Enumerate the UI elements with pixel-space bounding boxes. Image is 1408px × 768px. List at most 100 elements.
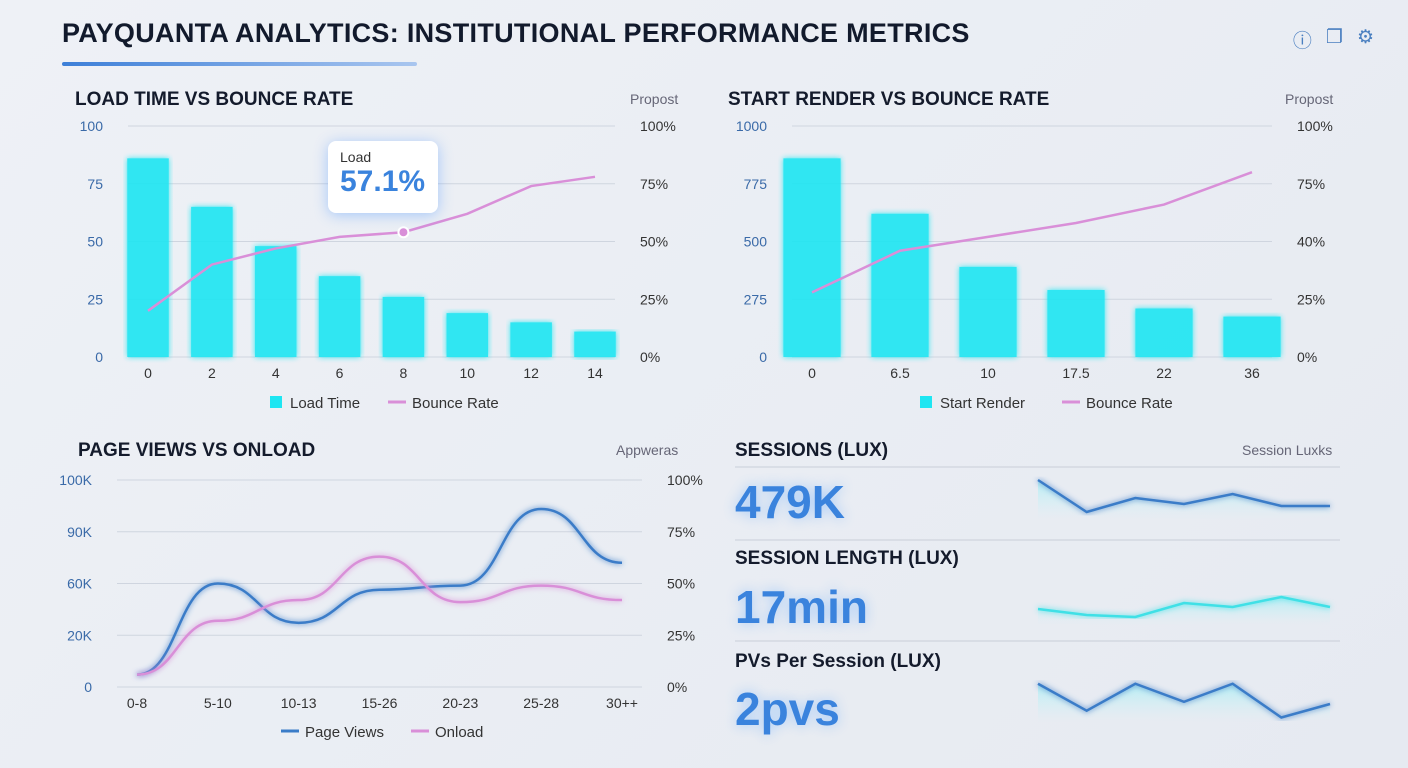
y2-tick-label: 100% <box>640 118 676 134</box>
y2-tick-label: 100% <box>1297 118 1333 134</box>
x-tick-label: 2 <box>208 365 216 381</box>
y2-tick-label: 75% <box>640 176 668 192</box>
y-tick-label: 275 <box>744 291 768 307</box>
bounce-rate-line <box>811 171 1253 294</box>
y-tick-label: 20K <box>67 627 93 643</box>
x-tick-label: 30++ <box>606 695 638 711</box>
x-tick-label: 0 <box>144 365 152 381</box>
y-tick-label: 0 <box>84 679 92 695</box>
tooltip-label: Load <box>340 149 372 165</box>
bar <box>574 331 616 357</box>
x-tick-label: 8 <box>400 365 408 381</box>
bar <box>959 266 1017 357</box>
tooltip-point <box>397 226 410 239</box>
sparkline <box>1037 682 1331 719</box>
y-tick-label: 0 <box>95 349 103 365</box>
kpi-link[interactable]: Session Luxks <box>1242 442 1333 458</box>
legend-label: Load Time <box>290 395 360 412</box>
kpi-sessions-label: SESSIONS (LUX) <box>735 440 889 461</box>
chart2-title: START RENDER VS BOUNCE RATE <box>728 89 1050 110</box>
x-tick-label: 5-10 <box>204 695 232 711</box>
help-icon[interactable]: ⓘ <box>1292 31 1312 52</box>
y2-tick-label: 50% <box>640 234 668 250</box>
sparkline-area <box>1038 597 1330 625</box>
x-tick-label: 22 <box>1156 365 1172 381</box>
x-tick-label: 17.5 <box>1062 365 1089 381</box>
page-title: PAYQUANTA ANALYTICS: INSTITUTIONAL PERFO… <box>62 18 970 48</box>
y2-tick-label: 75% <box>667 524 695 540</box>
sparkline <box>1037 595 1331 619</box>
y-tick-label: 100K <box>59 472 92 488</box>
x-tick-label: 6 <box>336 365 344 381</box>
bounce-rate-line <box>147 175 596 312</box>
y-tick-label: 75 <box>87 176 103 192</box>
x-tick-label: 25-28 <box>523 695 559 711</box>
chart3-title: PAGE VIEWS VS ONLOAD <box>78 440 316 461</box>
bar <box>191 206 233 357</box>
chart1-title: LOAD TIME VS BOUNCE RATE <box>75 89 354 110</box>
bar <box>510 322 552 357</box>
chart2-link[interactable]: Propost <box>1285 91 1334 107</box>
legend-label: Bounce Rate <box>1086 395 1173 412</box>
x-tick-label: 14 <box>587 365 603 381</box>
x-tick-label: 10 <box>980 365 996 381</box>
bar <box>1223 316 1281 357</box>
legend-swatch <box>920 396 932 408</box>
page-views-line <box>136 507 623 676</box>
x-tick-label: 0 <box>808 365 816 381</box>
legend-label: Onload <box>435 724 483 741</box>
onload-line <box>136 555 623 676</box>
y-tick-label: 90K <box>67 524 93 540</box>
kpi-length-label: SESSION LENGTH (LUX) <box>735 548 959 569</box>
legend-swatch <box>270 396 282 408</box>
bar <box>871 213 929 357</box>
bar <box>254 246 297 357</box>
legend-label: Start Render <box>940 395 1025 412</box>
kpi-pvs-value: 2pvs <box>735 683 840 735</box>
y2-tick-label: 25% <box>1297 291 1325 307</box>
bar <box>318 276 361 357</box>
gear-icon[interactable]: ⚙ <box>1356 27 1374 48</box>
y-tick-label: 775 <box>744 176 768 192</box>
title-underline <box>62 62 417 66</box>
kpi-length-value: 17min <box>735 581 868 633</box>
y-tick-label: 1000 <box>736 118 767 134</box>
bar <box>783 158 841 357</box>
x-tick-label: 0-8 <box>127 695 147 711</box>
copy-icon[interactable]: ❐ <box>1325 27 1343 48</box>
tooltip-value: 57.1% <box>340 165 426 198</box>
y-tick-label: 100 <box>80 118 104 134</box>
x-tick-label: 15-26 <box>362 695 398 711</box>
y-tick-label: 25 <box>87 291 103 307</box>
sparkline-area <box>1038 480 1330 520</box>
x-tick-label: 10 <box>459 365 475 381</box>
x-tick-label: 6.5 <box>890 365 910 381</box>
y2-tick-label: 25% <box>640 291 668 307</box>
chart3-link[interactable]: Appweras <box>616 442 679 458</box>
y2-tick-label: 40% <box>1297 234 1325 250</box>
y2-tick-label: 75% <box>1297 176 1325 192</box>
legend-label: Bounce Rate <box>412 395 499 412</box>
chart1-link[interactable]: Propost <box>630 91 679 107</box>
bar <box>1047 290 1105 357</box>
bar <box>382 296 425 357</box>
sparkline <box>1037 478 1330 514</box>
y-tick-label: 0 <box>759 349 767 365</box>
y2-tick-label: 25% <box>667 627 695 643</box>
tooltip: Load 57.1% <box>328 141 438 213</box>
kpi-pvs-label: PVs Per Session (LUX) <box>735 651 941 672</box>
y2-tick-label: 0% <box>667 679 687 695</box>
y-tick-label: 500 <box>744 234 768 250</box>
y2-tick-label: 0% <box>640 349 660 365</box>
bar <box>1135 308 1193 357</box>
x-tick-label: 12 <box>523 365 539 381</box>
x-tick-label: 10-13 <box>281 695 317 711</box>
legend-label: Page Views <box>305 724 384 741</box>
x-tick-label: 20-23 <box>442 695 478 711</box>
kpi-sessions-value: 479K <box>735 476 845 528</box>
x-tick-label: 4 <box>272 365 280 381</box>
y2-tick-label: 0% <box>1297 349 1317 365</box>
y2-tick-label: 100% <box>667 472 703 488</box>
bar <box>446 313 489 357</box>
